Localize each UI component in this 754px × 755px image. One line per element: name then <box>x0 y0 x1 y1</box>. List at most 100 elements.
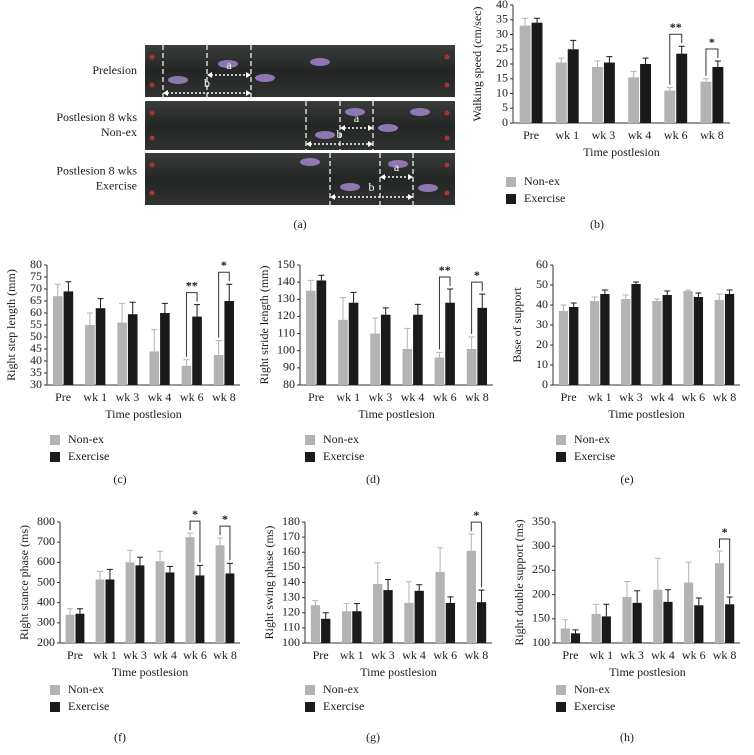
marker-dot <box>149 54 155 60</box>
y-axis-label: Right double support (ms) <box>512 519 526 645</box>
y-tick-label: 150 <box>277 257 295 271</box>
error-bar <box>468 533 475 551</box>
error-bar <box>570 39 577 50</box>
x-tick-label: Pre <box>523 128 539 142</box>
x-tick-label: wk 1 <box>555 128 579 142</box>
bar <box>383 590 393 643</box>
x-tick-label: wk 1 <box>588 390 612 404</box>
bar <box>348 302 359 385</box>
error-bar <box>136 556 143 566</box>
error-bar <box>404 327 411 349</box>
bar <box>224 301 235 385</box>
bar <box>622 597 632 643</box>
y-tick-label: 0 <box>542 377 548 391</box>
bar <box>631 284 641 385</box>
legend-label: Non-ex <box>323 432 359 446</box>
bar <box>663 601 673 643</box>
x-tick-label: wk 3 <box>620 648 644 662</box>
x-tick-label: wk 1 <box>589 648 613 662</box>
error-bar <box>593 603 600 614</box>
row-label: Postlesion 8 wks <box>56 163 137 177</box>
y-tick-label: 150 <box>282 559 300 573</box>
error-bar <box>353 603 360 612</box>
y-tick-label: 30 <box>496 26 508 40</box>
y-tick-label: 600 <box>37 554 55 568</box>
y-tick-label: 65 <box>30 293 42 307</box>
error-bar <box>558 57 565 63</box>
y-tick-label: 300 <box>37 615 55 629</box>
legend-label: Exercise <box>524 191 565 205</box>
legend-swatch <box>556 435 566 445</box>
error-bar <box>436 351 443 358</box>
label-a: a <box>394 160 400 174</box>
y-tick-label: 130 <box>277 291 295 305</box>
error-bar <box>630 70 637 78</box>
bar <box>693 297 704 385</box>
label-a: a <box>354 111 360 125</box>
bar <box>414 590 424 643</box>
error-bar <box>67 608 74 615</box>
x-tick-label: wk 6 <box>180 390 204 404</box>
y-axis-label: Right stride length (mm) <box>257 266 271 385</box>
y-tick-label: 55 <box>30 317 42 331</box>
bar <box>117 322 127 385</box>
x-tick-label: wk 8 <box>700 128 724 142</box>
x-tick-label: wk 8 <box>713 390 737 404</box>
bar <box>135 565 145 643</box>
x-tick-label: wk 1 <box>340 648 364 662</box>
bar <box>476 602 487 643</box>
bar <box>712 66 724 123</box>
y-tick-label: 200 <box>532 586 550 600</box>
significance-bracket <box>438 276 451 350</box>
bar <box>105 579 115 643</box>
panel-letter: (c) <box>113 472 126 486</box>
bar <box>316 280 327 385</box>
error-bar <box>478 589 485 603</box>
bar <box>477 307 488 385</box>
significance-bracket <box>185 292 198 357</box>
significance-label: * <box>722 525 728 539</box>
y-axis-label: Right swing phase (ms) <box>262 526 276 640</box>
bar <box>601 616 611 643</box>
significance-label: ** <box>670 20 682 34</box>
error-bar <box>226 562 233 574</box>
y-tick-label: 30 <box>536 317 548 331</box>
x-tick-label: wk 8 <box>713 648 737 662</box>
y-tick-label: 140 <box>282 574 300 588</box>
paw-print <box>340 183 360 191</box>
row-label: Non-ex <box>101 125 137 139</box>
legend-label: Non-ex <box>524 174 560 188</box>
error-bar <box>570 302 577 307</box>
bar <box>85 325 95 385</box>
bar <box>714 300 724 385</box>
bar <box>466 349 477 385</box>
error-bar <box>307 279 314 291</box>
error-bar <box>65 281 72 292</box>
x-tick-label: wk 4 <box>402 648 426 662</box>
x-tick-label: wk 8 <box>212 390 236 404</box>
error-bar <box>695 292 702 297</box>
bar <box>95 308 106 385</box>
error-bar <box>166 565 173 573</box>
y-axis-label: Walking speed (cm/sec) <box>470 7 484 122</box>
label-b: b <box>369 180 375 194</box>
panel-letter: (g) <box>366 730 380 744</box>
error-bar <box>534 17 541 23</box>
error-bar <box>76 608 83 614</box>
y-tick-label: 800 <box>37 514 55 528</box>
error-bar <box>322 612 329 619</box>
bar <box>185 537 195 643</box>
chart: 0 10 20 30 40 50 60 Base of support Time postles… <box>510 257 740 486</box>
legend-label: Exercise <box>574 449 615 463</box>
error-bar <box>702 78 709 82</box>
y-tick-label: 60 <box>30 305 42 319</box>
bar <box>569 307 579 385</box>
y-tick-label: 0 <box>502 115 508 129</box>
paw-print <box>255 74 275 82</box>
bar <box>632 602 642 643</box>
x-tick-label: Pre <box>55 390 71 404</box>
x-tick-label: wk 4 <box>628 128 652 142</box>
x-tick-label: wk 4 <box>651 648 675 662</box>
significance-bracket <box>471 281 483 334</box>
